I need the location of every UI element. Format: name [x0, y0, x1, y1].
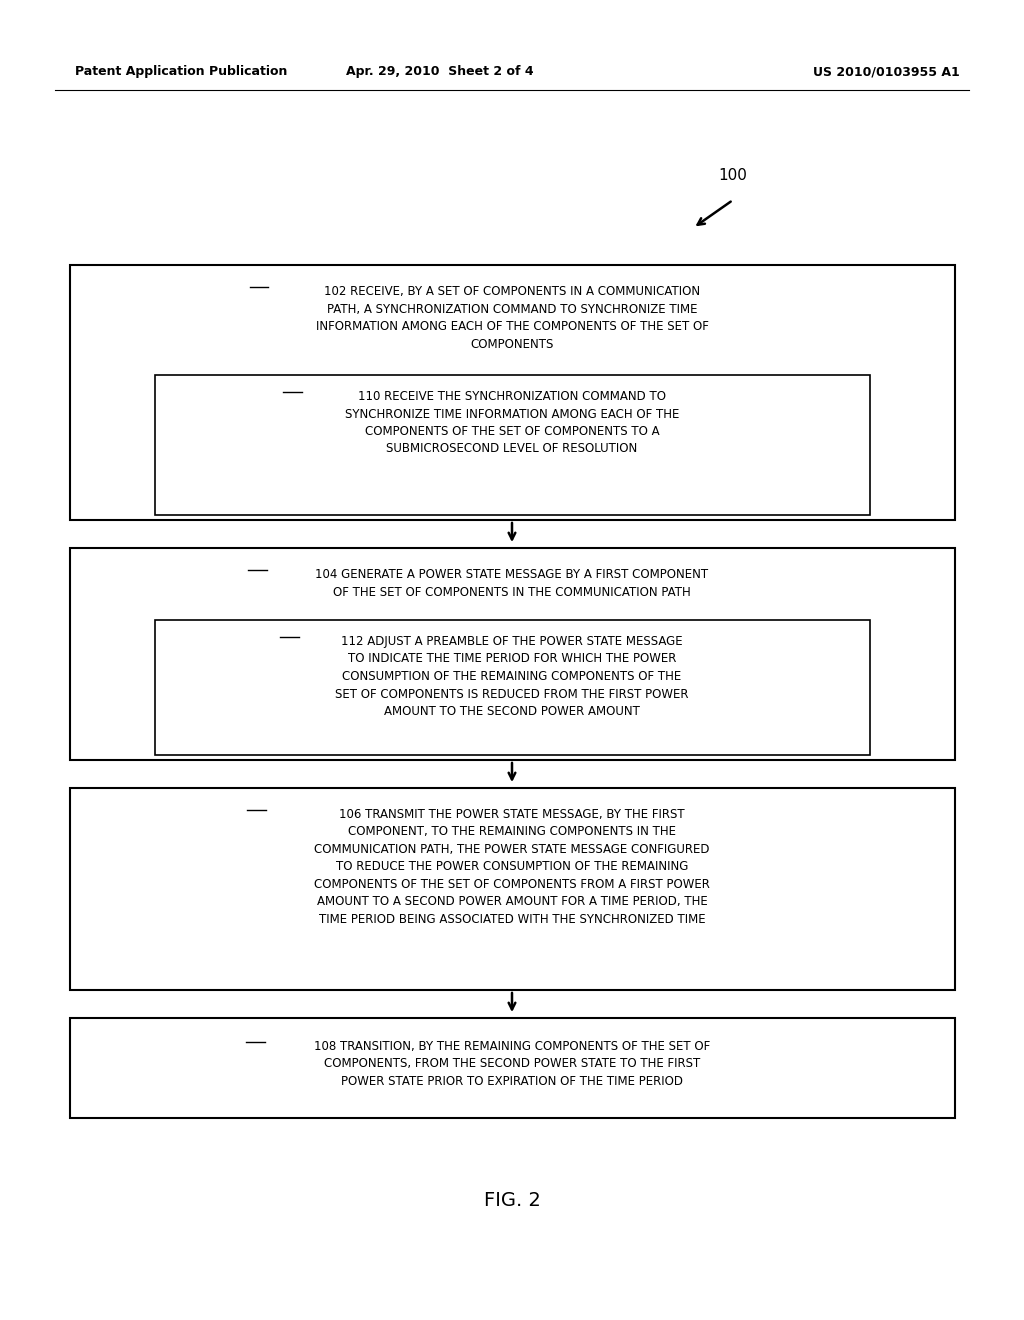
Text: 106 TRANSMIT THE POWER STATE MESSAGE, BY THE FIRST
COMPONENT, TO THE REMAINING C: 106 TRANSMIT THE POWER STATE MESSAGE, BY…	[314, 808, 710, 927]
Text: 104 GENERATE A POWER STATE MESSAGE BY A FIRST COMPONENT
OF THE SET OF COMPONENTS: 104 GENERATE A POWER STATE MESSAGE BY A …	[315, 568, 709, 598]
Text: Apr. 29, 2010  Sheet 2 of 4: Apr. 29, 2010 Sheet 2 of 4	[346, 66, 534, 78]
Text: Patent Application Publication: Patent Application Publication	[75, 66, 288, 78]
Text: 110 RECEIVE THE SYNCHRONIZATION COMMAND TO
SYNCHRONIZE TIME INFORMATION AMONG EA: 110 RECEIVE THE SYNCHRONIZATION COMMAND …	[345, 389, 679, 455]
Bar	[70, 265, 955, 520]
Text: 102 RECEIVE, BY A SET OF COMPONENTS IN A COMMUNICATION
PATH, A SYNCHRONIZATION C: 102 RECEIVE, BY A SET OF COMPONENTS IN A…	[315, 285, 709, 351]
Bar	[70, 548, 955, 760]
Text: 100: 100	[718, 168, 746, 182]
Bar	[155, 620, 870, 755]
Text: 108 TRANSITION, BY THE REMAINING COMPONENTS OF THE SET OF
COMPONENTS, FROM THE S: 108 TRANSITION, BY THE REMAINING COMPONE…	[314, 1040, 710, 1088]
Text: FIG. 2: FIG. 2	[483, 1191, 541, 1209]
Bar	[155, 375, 870, 515]
Bar	[70, 1018, 955, 1118]
Text: US 2010/0103955 A1: US 2010/0103955 A1	[813, 66, 961, 78]
Bar	[70, 788, 955, 990]
Text: 112 ADJUST A PREAMBLE OF THE POWER STATE MESSAGE
TO INDICATE THE TIME PERIOD FOR: 112 ADJUST A PREAMBLE OF THE POWER STATE…	[335, 635, 689, 718]
